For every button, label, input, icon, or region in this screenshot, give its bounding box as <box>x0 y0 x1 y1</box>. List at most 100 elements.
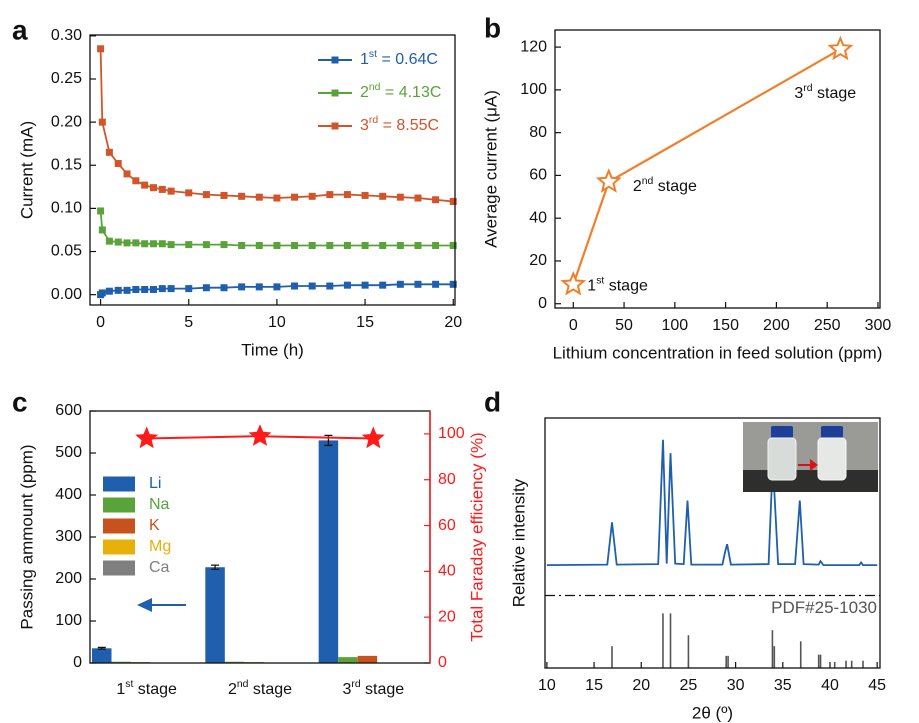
square-marker <box>326 241 334 249</box>
y-tick-label: 0.10 <box>51 200 82 217</box>
bar <box>92 648 112 663</box>
y-tick-label: 20 <box>529 252 547 269</box>
legend-label: Li <box>149 475 161 492</box>
data-line <box>546 439 878 566</box>
panel-letter: a <box>12 14 28 45</box>
square-marker <box>98 118 106 126</box>
annotation: 1st stage <box>587 276 648 295</box>
square-marker <box>97 207 105 215</box>
square-marker <box>255 193 263 201</box>
legend-label: 2nd = 4.13C <box>360 82 441 101</box>
x-tick-label: 15 <box>585 677 603 694</box>
square-marker <box>202 284 210 292</box>
y-axis-label: Current (mA) <box>17 121 36 219</box>
y2-tick-label: 20 <box>438 608 456 625</box>
square-marker <box>396 241 404 249</box>
square-marker <box>114 238 122 246</box>
text-part: stage <box>133 681 177 698</box>
x-tick-label: 200 <box>763 317 790 334</box>
text-part: stage <box>248 681 292 698</box>
x-tick-label: 25 <box>680 677 698 694</box>
y-tick-label: 0.25 <box>51 70 82 87</box>
x-tick-label: 35 <box>774 677 792 694</box>
square-marker <box>343 281 351 289</box>
legend-swatch <box>103 476 135 492</box>
square-marker <box>343 241 351 249</box>
bar <box>338 657 358 663</box>
plot-frame <box>89 34 456 306</box>
x-tick-label: 45 <box>868 677 886 694</box>
inset-photo <box>743 422 878 492</box>
square-marker <box>414 280 422 288</box>
x-tick-label: 5 <box>184 314 193 331</box>
square-marker <box>379 192 387 200</box>
square-marker <box>185 241 193 249</box>
x-tick-label: 0 <box>96 314 105 331</box>
x-tick-label: 30 <box>727 677 745 694</box>
square-marker <box>396 193 404 201</box>
x-tick-label: 100 <box>661 317 688 334</box>
square-marker <box>141 240 149 248</box>
y-tick-label: 0 <box>538 295 547 312</box>
y2-tick-label: 40 <box>438 563 456 580</box>
square-marker <box>326 282 334 290</box>
y2-tick-label: 100 <box>438 425 465 442</box>
square-marker <box>396 280 404 288</box>
y-axis-label: Passing ammount (ppm) <box>17 444 36 629</box>
text-part: stage <box>361 681 405 698</box>
text-part: 3 <box>360 117 369 134</box>
square-marker <box>149 184 157 192</box>
square-marker <box>343 191 351 199</box>
square-marker <box>202 241 210 249</box>
square-marker <box>449 241 457 249</box>
vial <box>767 437 797 481</box>
text-part: nd <box>237 679 249 690</box>
text-part: st <box>369 49 377 60</box>
square-marker <box>97 45 105 53</box>
y-tick-label: 200 <box>55 570 82 587</box>
square-marker <box>220 284 228 292</box>
panel: d 2θ (º) Relative intensity 10 15 20 25 30 35 40 4… <box>484 386 886 722</box>
square-marker <box>414 241 422 249</box>
x-tick-label: 150 <box>712 317 739 334</box>
text-part: 1 <box>587 278 596 295</box>
text-part: stage <box>653 178 697 195</box>
square-marker <box>123 170 131 178</box>
y2-tick-label: 0 <box>438 654 447 671</box>
text-part: 1 <box>360 51 369 68</box>
legend-marker <box>331 89 339 97</box>
panel-letter: d <box>484 386 501 417</box>
square-marker <box>123 286 131 294</box>
square-marker <box>273 194 281 202</box>
text-part: nd <box>369 82 381 93</box>
y-axis-label: Average current (μA) <box>481 90 500 248</box>
square-marker <box>132 177 140 185</box>
reference-label: PDF#25-1030 <box>771 598 877 617</box>
y-tick-label: 120 <box>520 38 547 55</box>
square-marker <box>414 194 422 202</box>
square-marker <box>123 239 131 247</box>
arrow <box>798 459 818 471</box>
y-tick-label: 600 <box>55 402 82 419</box>
square-marker <box>220 241 228 249</box>
square-marker <box>379 241 387 249</box>
star-marker <box>361 426 385 449</box>
y-tick-label: 0.05 <box>51 243 82 260</box>
square-marker <box>158 240 166 248</box>
vial <box>817 437 847 481</box>
panel: c Passing ammount (ppm) Total Faraday effi… <box>12 386 486 698</box>
square-marker <box>105 237 113 245</box>
square-marker <box>167 241 175 249</box>
bar <box>318 440 339 663</box>
legend-swatch <box>103 539 135 555</box>
star-marker <box>248 424 272 446</box>
square-marker <box>449 197 457 205</box>
vial-cap <box>821 426 843 438</box>
y2-tick-label: 80 <box>438 471 456 488</box>
x-tick-label: 20 <box>632 677 650 694</box>
square-marker <box>432 241 440 249</box>
square-marker <box>167 187 175 195</box>
legend-label: Na <box>149 496 170 513</box>
vial-cap <box>771 426 793 438</box>
text-part: 2 <box>360 84 369 101</box>
